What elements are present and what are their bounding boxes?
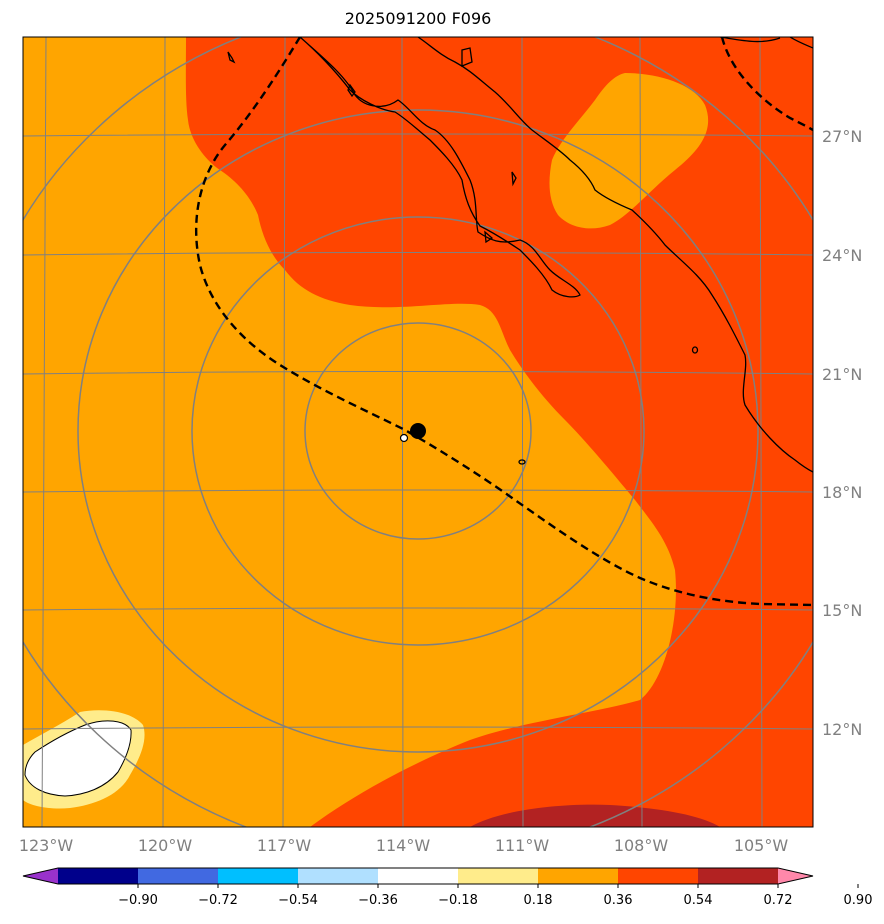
field-band-dark-red <box>470 804 720 827</box>
colorbar-tick-label: −0.90 <box>118 893 158 908</box>
coastline <box>227 37 813 473</box>
colorbar-tick-label: −0.18 <box>438 893 478 908</box>
lon-label: 117°W <box>257 836 312 855</box>
map-area <box>23 37 813 827</box>
lon-label: 123°W <box>19 836 74 855</box>
lon-label: 108°W <box>614 836 669 855</box>
storm-center-marker <box>410 423 426 439</box>
lat-label: 15°N <box>822 601 862 620</box>
map-title: 2025091200 F096 <box>344 9 492 28</box>
colorbar-extend-high <box>778 868 813 884</box>
colorbar-tick-label: −0.36 <box>358 893 398 908</box>
colorbar-segment <box>218 868 299 884</box>
colorbar-outline <box>22 867 814 885</box>
lat-labels: 27°N 24°N 21°N 18°N 15°N 12°N <box>822 127 862 739</box>
lon-label: 105°W <box>734 836 789 855</box>
colorbar-tick-label: 0.72 <box>764 893 793 908</box>
colorbar-segment <box>618 868 699 884</box>
lat-label: 18°N <box>822 483 862 502</box>
lon-label: 111°W <box>495 836 550 855</box>
map-frame <box>22 36 814 828</box>
colorbar-segment <box>58 868 139 884</box>
colorbar-segment <box>298 868 379 884</box>
lon-label: 120°W <box>138 836 193 855</box>
graticule <box>23 37 813 827</box>
storm-track-northeast <box>720 37 813 132</box>
colorbar-segment <box>378 868 459 884</box>
lat-label: 21°N <box>822 365 862 384</box>
colorbar-tick-label: 0.90 <box>844 893 873 908</box>
lon-labels: 123°W 120°W 117°W 114°W 111°W 108°W 105°… <box>19 836 789 855</box>
colorbar: −0.90 −0.72 −0.54 −0.36 −0.18 0.18 0.36 0.54 0.7… <box>22 867 873 908</box>
storm-track-point <box>399 433 409 443</box>
lon-label: 114°W <box>376 836 431 855</box>
colorbar-segment <box>458 868 539 884</box>
colorbar-segment <box>698 868 779 884</box>
range-rings <box>23 37 813 827</box>
colorbar-extend-low <box>23 868 58 884</box>
lat-label: 24°N <box>822 246 862 265</box>
colorbar-segment <box>138 868 219 884</box>
colorbar-segment <box>538 868 619 884</box>
field-band-orange-blob <box>549 73 709 229</box>
lat-label: 27°N <box>822 127 862 146</box>
colorbar-tick-label: −0.72 <box>198 893 238 908</box>
colorbar-tick-label: 0.18 <box>524 893 553 908</box>
colorbar-tick-label: 0.36 <box>604 893 633 908</box>
colorbar-tick-label: −0.54 <box>278 893 318 908</box>
colorbar-tick-label: 0.54 <box>684 893 713 908</box>
storm-track <box>194 37 813 607</box>
lat-label: 12°N <box>822 720 862 739</box>
